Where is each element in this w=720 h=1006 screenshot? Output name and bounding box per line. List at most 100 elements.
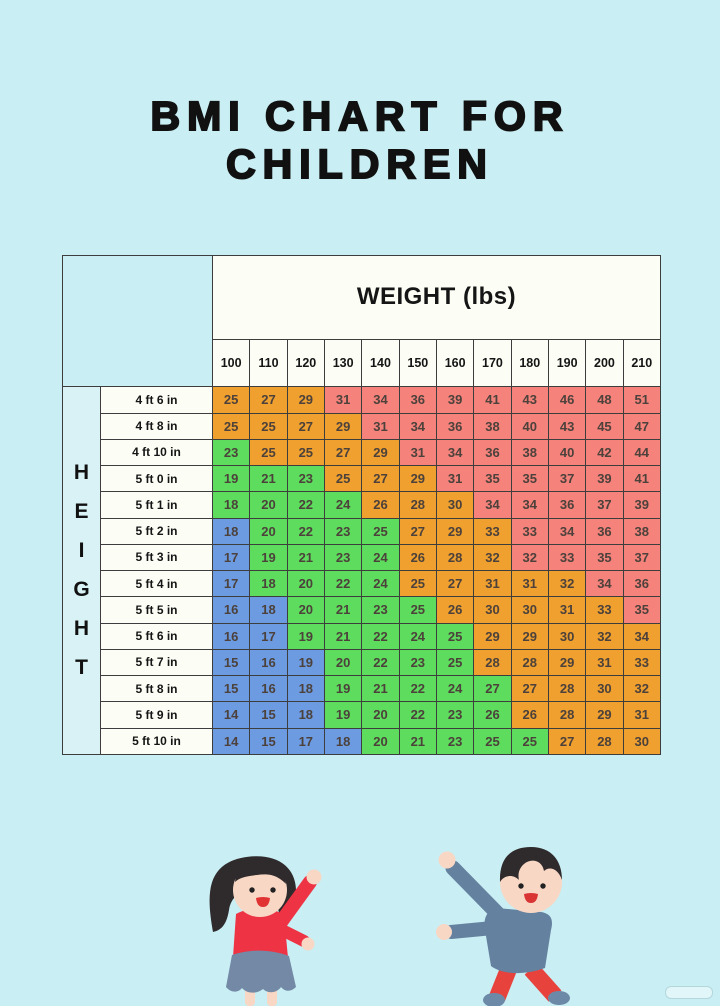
- bmi-cell: 39: [435, 386, 475, 414]
- boy-leg: [489, 964, 517, 1002]
- bmi-cell: 15: [211, 675, 251, 703]
- table-row: 4 ft 8 in 25 25 27 29 31 34 36 38 40 43 45 47: [63, 412, 661, 440]
- bmi-cell: 34: [547, 517, 587, 545]
- bmi-cell: 28: [510, 648, 549, 677]
- height-row-label: 5 ft 2 in: [100, 517, 213, 545]
- bmi-cell: 36: [398, 386, 437, 414]
- bmi-cell: 25: [435, 648, 475, 677]
- bmi-cell: 31: [473, 570, 512, 598]
- height-row-label: 5 ft 0 in: [100, 465, 213, 493]
- bmi-cell: 34: [398, 412, 437, 440]
- height-row-label: 4 ft 6 in: [100, 386, 213, 414]
- bmi-cell: 34: [510, 491, 549, 519]
- bmi-cell: 32: [547, 570, 587, 598]
- bmi-cell: 32: [510, 543, 549, 572]
- bmi-cell: 25: [510, 727, 549, 756]
- boy-lower-hand: [436, 924, 452, 940]
- bmi-cell: 47: [622, 412, 661, 440]
- bmi-cell: 18: [249, 596, 288, 624]
- height-axis-letter: H: [73, 461, 90, 485]
- bmi-cell: 28: [547, 675, 587, 703]
- bmi-cell: 33: [585, 596, 624, 624]
- girl-bangs: [235, 860, 286, 884]
- bmi-cell: 38: [473, 412, 512, 440]
- weight-column-header: 110: [249, 338, 288, 388]
- bmi-cell: 24: [435, 675, 475, 703]
- table-row: 5 ft 9 in 14 15 18 19 20 22 23 26 26 28 29 31: [63, 701, 661, 729]
- bmi-cell: 34: [473, 491, 512, 519]
- bmi-cell: 23: [323, 543, 363, 572]
- bmi-cell: 27: [286, 412, 325, 440]
- bmi-cell: 17: [211, 543, 251, 572]
- bmi-cell: 20: [249, 491, 288, 519]
- boy-sweater: [484, 908, 552, 974]
- bmi-cell: 24: [398, 622, 437, 650]
- bmi-cell: 17: [249, 622, 288, 650]
- height-row-label: 5 ft 8 in: [100, 675, 213, 703]
- bmi-cell: 48: [585, 386, 624, 414]
- bmi-cell: 31: [323, 386, 363, 414]
- bmi-cell: 40: [547, 438, 587, 467]
- bmi-cell: 36: [473, 438, 512, 467]
- weight-column-header: 160: [435, 338, 475, 388]
- bmi-cell: 34: [622, 622, 661, 650]
- bmi-cell: 35: [585, 543, 624, 572]
- bmi-cell: 18: [286, 701, 325, 729]
- bmi-cell: 19: [323, 675, 363, 703]
- weight-column-header: 210: [622, 338, 661, 388]
- bmi-cell: 23: [435, 727, 475, 756]
- bmi-cell: 42: [585, 438, 624, 467]
- boy-eye: [518, 883, 524, 889]
- bmi-cell: 22: [286, 491, 325, 519]
- bmi-cell: 33: [473, 517, 512, 545]
- bmi-cell: 19: [249, 543, 288, 572]
- table-corner-spacer: [62, 254, 213, 388]
- girl-eye: [249, 887, 255, 893]
- bmi-cell: 31: [435, 465, 475, 493]
- bmi-cell: 21: [323, 622, 363, 650]
- bmi-cell: 17: [211, 570, 251, 598]
- boy-illustration: [436, 847, 570, 1006]
- height-axis-letter: H: [73, 617, 90, 641]
- bmi-cell: 25: [398, 596, 437, 624]
- bmi-cell: 29: [435, 517, 475, 545]
- bmi-cell: 36: [547, 491, 587, 519]
- bmi-cell: 35: [473, 465, 512, 493]
- table-row: 5 ft 10 in 14 15 17 18 20 21 23 25 25 27 28 30: [63, 727, 661, 756]
- boy-eye: [540, 883, 546, 889]
- table-row: 5 ft 1 in 18 20 22 24 26 28 30 34 34 36 37 39: [63, 491, 661, 519]
- girl-lower-arm: [276, 924, 310, 947]
- bmi-cell: 22: [398, 675, 437, 703]
- bmi-cell: 25: [473, 727, 512, 756]
- bmi-cell: 21: [323, 596, 363, 624]
- bmi-cell: 26: [398, 543, 437, 572]
- weight-column-header: 150: [398, 338, 437, 388]
- bmi-cell: 20: [323, 648, 363, 677]
- bmi-cell: 29: [473, 622, 512, 650]
- bmi-cell: 41: [473, 386, 512, 414]
- bmi-cell: 19: [211, 465, 251, 493]
- boy-leg: [524, 963, 562, 1002]
- bmi-cell: 41: [622, 465, 661, 493]
- bmi-cell: 25: [211, 386, 251, 414]
- bmi-cell: 22: [398, 701, 437, 729]
- bmi-cell: 29: [398, 465, 437, 493]
- bmi-cell: 18: [211, 517, 251, 545]
- bmi-cell: 38: [622, 517, 661, 545]
- bmi-cell: 18: [211, 491, 251, 519]
- bmi-cell: 31: [547, 596, 587, 624]
- bmi-cell: 19: [286, 648, 325, 677]
- watermark: [665, 986, 713, 999]
- boy-raised-hand: [438, 851, 456, 869]
- height-row-label: 5 ft 1 in: [100, 491, 213, 519]
- bmi-cell: 26: [473, 701, 512, 729]
- bmi-cell: 22: [361, 622, 400, 650]
- boy-shoe: [548, 991, 570, 1005]
- bmi-cell: 27: [435, 570, 475, 598]
- bmi-cell: 30: [585, 675, 624, 703]
- bmi-table: WEIGHT (lbs) 100 110 120 130 140 150 160 170 180…: [62, 254, 661, 756]
- boy-hair: [499, 847, 562, 882]
- bmi-cell: 40: [510, 412, 549, 440]
- bmi-cell: 20: [361, 727, 400, 756]
- bmi-cell: 36: [622, 570, 661, 598]
